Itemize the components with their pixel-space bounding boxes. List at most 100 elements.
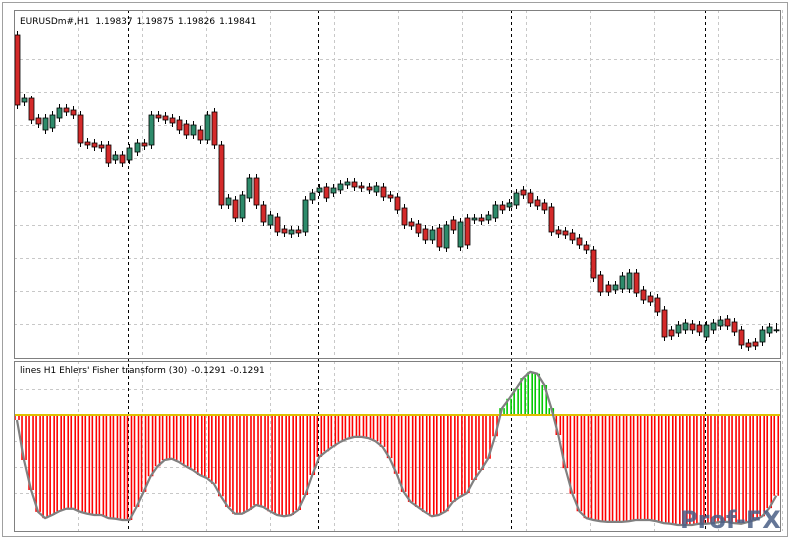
candle-body xyxy=(380,186,387,198)
indicator-value: -0.1291 xyxy=(191,366,226,376)
candle-body xyxy=(541,202,548,211)
candle-body xyxy=(134,142,141,153)
candle-body xyxy=(373,185,380,193)
candle-body xyxy=(626,272,633,290)
candle-body xyxy=(70,109,77,116)
candle-body xyxy=(183,123,190,136)
candle-body xyxy=(288,229,295,235)
candle-body xyxy=(401,207,408,226)
candle-body xyxy=(204,114,211,141)
candle-body xyxy=(387,194,394,199)
candle-body xyxy=(126,147,133,161)
candle-body xyxy=(429,229,436,241)
candle-body xyxy=(309,192,316,201)
candle-body xyxy=(344,181,351,186)
candle-body xyxy=(661,309,668,338)
candle-body xyxy=(436,227,443,248)
candle-body xyxy=(682,322,689,331)
candle-body xyxy=(105,144,112,164)
candle-body xyxy=(366,186,373,191)
candle-body xyxy=(703,324,710,338)
indicator-line xyxy=(15,370,778,527)
candle-body xyxy=(654,297,661,313)
candle-body xyxy=(358,185,365,189)
candle-body xyxy=(14,34,21,106)
candle-body xyxy=(49,114,56,129)
candle-body xyxy=(162,115,169,121)
candle-body xyxy=(731,321,738,333)
candle-body xyxy=(91,142,98,148)
candle-body xyxy=(450,219,457,231)
candle-body xyxy=(773,329,780,332)
candle-body xyxy=(597,274,604,293)
candle-body xyxy=(724,318,731,327)
high-price: 1.19875 xyxy=(137,17,174,27)
candle-body xyxy=(63,107,70,113)
candle-body xyxy=(422,228,429,241)
candle-body xyxy=(77,114,84,144)
candle-body xyxy=(710,322,717,331)
candle-body xyxy=(225,197,232,206)
candle-body xyxy=(330,187,337,194)
candle-body xyxy=(190,124,197,136)
candle-body xyxy=(281,228,288,234)
candle-body xyxy=(148,114,155,146)
candle-body xyxy=(583,244,590,251)
candle-body xyxy=(302,199,309,233)
candle-body xyxy=(169,117,176,124)
candle-body xyxy=(527,192,534,204)
candle-body xyxy=(351,181,358,188)
main-panel-border xyxy=(14,10,781,359)
low-price: 1.19826 xyxy=(178,17,215,27)
candle-body xyxy=(492,204,499,219)
candle-body xyxy=(337,183,344,191)
candle-body xyxy=(267,214,274,226)
candle-body xyxy=(211,111,218,146)
candle-body xyxy=(478,217,485,222)
candle-body xyxy=(696,324,703,333)
candle-body xyxy=(42,117,49,131)
candle-body xyxy=(457,221,464,248)
candle-body xyxy=(590,249,597,279)
candle-body xyxy=(394,196,401,211)
candle-body xyxy=(443,224,450,249)
candle-body xyxy=(647,295,654,303)
candle-body xyxy=(605,284,612,293)
watermark: Prof-FX xyxy=(680,506,781,534)
candle-body xyxy=(253,177,260,206)
candle-body xyxy=(239,194,246,219)
candle-body xyxy=(633,272,640,294)
indicator-panel-border xyxy=(14,361,781,532)
candle-body xyxy=(499,204,506,211)
candle-body xyxy=(274,216,281,233)
plot xyxy=(14,31,780,527)
candle-body xyxy=(562,230,569,236)
candle-body xyxy=(752,341,759,347)
candle-body xyxy=(766,326,773,334)
candle-body xyxy=(555,229,562,235)
candle-body xyxy=(485,214,492,221)
candle-body xyxy=(246,177,253,199)
candle-body xyxy=(323,186,330,199)
candle-body xyxy=(668,329,675,337)
candle-body xyxy=(197,129,204,141)
candle-body xyxy=(112,154,119,161)
open-price: 1.19837 xyxy=(95,17,132,27)
candle-body xyxy=(408,221,415,227)
candle-body xyxy=(28,97,35,121)
candle-body xyxy=(640,289,647,301)
candle-body xyxy=(513,192,520,206)
symbol: EURUSDm#,H1 xyxy=(20,17,89,27)
candle-body xyxy=(738,329,745,346)
candle-body xyxy=(176,119,183,131)
candle-body xyxy=(98,144,105,149)
candle-body xyxy=(506,202,513,208)
candle-body xyxy=(464,217,471,246)
candle-body xyxy=(576,237,583,246)
candle-body xyxy=(155,114,162,119)
candle-body xyxy=(689,323,696,331)
indicator-value: -0.1291 xyxy=(230,366,265,376)
close-price: 1.19841 xyxy=(219,17,256,27)
